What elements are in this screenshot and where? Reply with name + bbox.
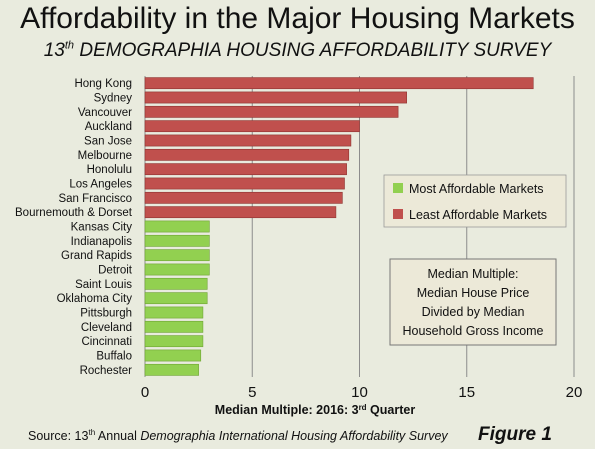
legend-swatch xyxy=(393,209,403,219)
legend-label: Least Affordable Markets xyxy=(409,208,547,222)
bar xyxy=(144,163,347,176)
category-label: Sydney xyxy=(94,93,133,105)
source-prefix: Source: 13 xyxy=(28,429,89,444)
bar xyxy=(144,91,407,104)
bar xyxy=(144,134,352,147)
category-label: Grand Rapids xyxy=(61,250,132,262)
subtitle-superscript: th xyxy=(64,40,75,52)
definition-line: Median Multiple: xyxy=(427,267,518,281)
category-label: Cincinnati xyxy=(82,336,133,348)
definition-line: Median House Price xyxy=(417,286,530,300)
page-subtitle: 13th DEMOGRAPHIA HOUSING AFFORDABILITY S… xyxy=(0,40,595,62)
bar xyxy=(144,191,343,204)
bar xyxy=(144,263,210,276)
definition-box xyxy=(389,258,557,346)
bar xyxy=(144,120,360,133)
category-label: Cleveland xyxy=(81,322,132,334)
bar xyxy=(144,206,337,219)
x-tick-label: 0 xyxy=(141,384,149,401)
bar xyxy=(144,292,208,305)
x-tick-label: 5 xyxy=(248,384,256,401)
figure-label: Figure 1 xyxy=(478,424,552,445)
category-label: Rochester xyxy=(80,365,133,377)
subtitle-text: DEMOGRAPHIA HOUSING AFFORDABILITY SURVEY xyxy=(74,40,552,62)
definition-line: Household Gross Income xyxy=(402,324,543,338)
category-label: Auckland xyxy=(85,121,132,133)
bar xyxy=(144,148,350,161)
bar xyxy=(144,277,208,290)
category-label: Indianapolis xyxy=(71,236,133,248)
category-label: Oklahoma City xyxy=(57,293,133,305)
category-label: Detroit xyxy=(98,265,133,277)
category-label: Pittsburgh xyxy=(80,308,132,320)
subtitle-number: 13 xyxy=(43,40,65,62)
legend-label: Most Affordable Markets xyxy=(409,182,544,196)
legend-box xyxy=(383,174,567,228)
x-tick-label: 15 xyxy=(458,384,475,401)
category-label: Buffalo xyxy=(96,351,132,363)
bar xyxy=(144,320,204,333)
bar xyxy=(144,220,210,233)
bar xyxy=(144,77,534,90)
bar xyxy=(144,335,204,348)
x-axis-title-superscript: rd xyxy=(359,403,367,412)
category-label: San Jose xyxy=(84,136,132,148)
bar xyxy=(144,306,204,319)
x-tick-label: 20 xyxy=(566,384,583,401)
bar xyxy=(144,349,202,362)
bar xyxy=(144,234,210,247)
legend-swatch xyxy=(393,183,403,193)
page-title: Affordability in the Major Housing Marke… xyxy=(20,2,575,35)
source-note: Source: 13th Annual Demographia Internat… xyxy=(28,428,448,443)
category-label: Vancouver xyxy=(78,107,132,119)
source-superscript: th xyxy=(88,428,96,437)
category-label: Kansas City xyxy=(71,222,133,234)
category-label: Melbourne xyxy=(78,150,132,162)
category-label: San Francisco xyxy=(58,193,132,205)
bar xyxy=(144,249,210,262)
category-label: Hong Kong xyxy=(74,78,132,90)
bar xyxy=(144,177,345,190)
x-axis-title-main: Median Multiple: 2016: 3 xyxy=(215,403,359,417)
definition-line: Divided by Median xyxy=(422,305,525,319)
category-label: Honolulu xyxy=(87,164,132,176)
x-axis-title-tail: Quarter xyxy=(367,403,416,417)
category-label: Los Angeles xyxy=(69,179,132,191)
x-axis-title: Median Multiple: 2016: 3rd Quarter xyxy=(215,403,416,418)
category-label: Bournemouth & Dorset xyxy=(15,207,133,219)
bar xyxy=(144,363,199,376)
source-mid: Annual xyxy=(95,429,141,444)
category-label: Saint Louis xyxy=(75,279,132,291)
source-publication: Demographia International Housing Afford… xyxy=(140,429,448,444)
bar xyxy=(144,105,399,118)
x-tick-label: 10 xyxy=(351,384,368,401)
